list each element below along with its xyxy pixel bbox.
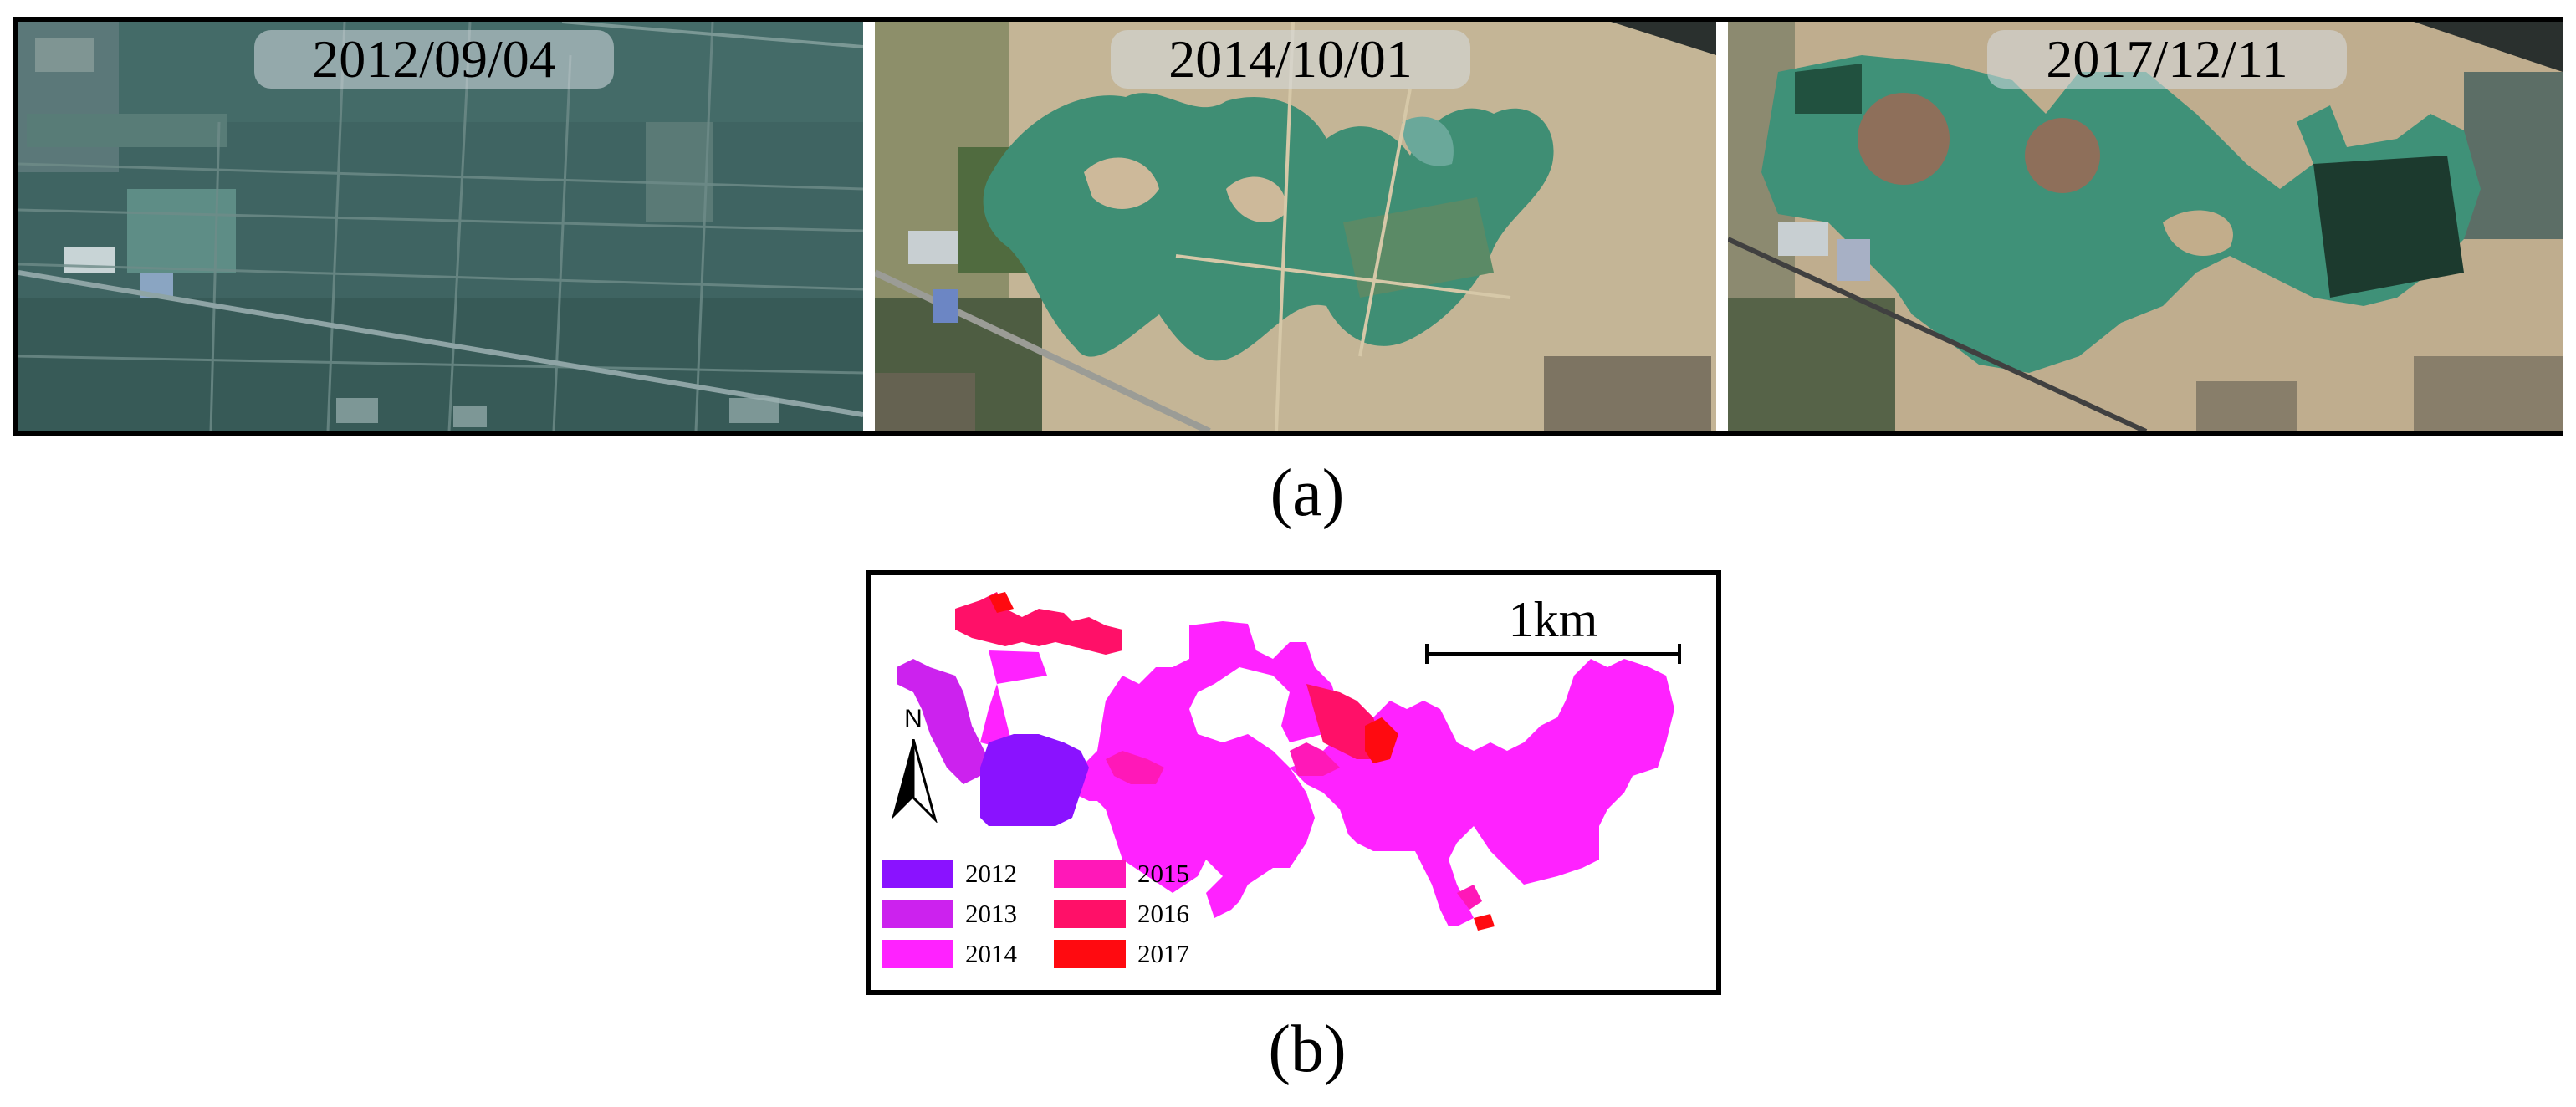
image-date-label: 2012/09/04 <box>312 29 556 89</box>
legend-swatch <box>882 860 953 888</box>
satellite-image-2014: 2014/10/01 <box>875 22 1716 431</box>
date-tag-background <box>1111 30 1470 89</box>
legend-swatch <box>1054 860 1126 888</box>
north-arrow-icon <box>892 739 938 823</box>
legend-swatch <box>882 940 953 968</box>
scale-bar: 1km <box>1425 594 1681 669</box>
extent-2016-region <box>955 592 1382 759</box>
satellite-image-2012: 2012/09/04 <box>18 22 863 431</box>
satellite-image-strip: 2012/09/04 <box>13 17 2563 436</box>
extent-2015-region <box>1106 742 1482 910</box>
legend-label: 2015 <box>1137 859 1189 888</box>
extent-2012-region <box>980 734 1089 826</box>
legend-label: 2014 <box>965 939 1017 968</box>
north-label: N <box>904 705 923 732</box>
panel-a-caption: (a) <box>1270 457 1345 530</box>
image-date-label: 2017/12/11 <box>2046 29 2288 89</box>
north-arrow: N <box>888 706 938 823</box>
legend-swatch <box>882 900 953 928</box>
legend-label: 2012 <box>965 859 1017 888</box>
satellite-image-2017: 2017/12/11 <box>1728 22 2563 431</box>
scale-line <box>1425 652 1681 656</box>
date-tag-background <box>1987 30 2347 89</box>
legend-label: 2017 <box>1137 939 1189 968</box>
extent-2013-region <box>897 659 989 784</box>
legend-label: 2013 <box>965 899 1017 928</box>
legend-label: 2016 <box>1137 899 1189 928</box>
scale-label: 1km <box>1508 592 1598 647</box>
scale-tick-left <box>1425 644 1429 664</box>
satellite-2017-graphic <box>1728 22 2563 431</box>
image-date-label: 2014/10/01 <box>1168 29 1413 89</box>
legend-swatch <box>1054 940 1126 968</box>
legend-swatch <box>1054 900 1126 928</box>
date-tag-background <box>254 30 614 89</box>
lake-extent-by-year <box>897 592 1674 931</box>
scale-tick-right <box>1678 644 1681 664</box>
satellite-2014-graphic <box>875 22 1716 431</box>
panel-b-caption: (b) <box>1268 1013 1347 1086</box>
lake-expansion-map: 1km N 2012 2013 2014 2015 2016 <box>866 570 1721 995</box>
